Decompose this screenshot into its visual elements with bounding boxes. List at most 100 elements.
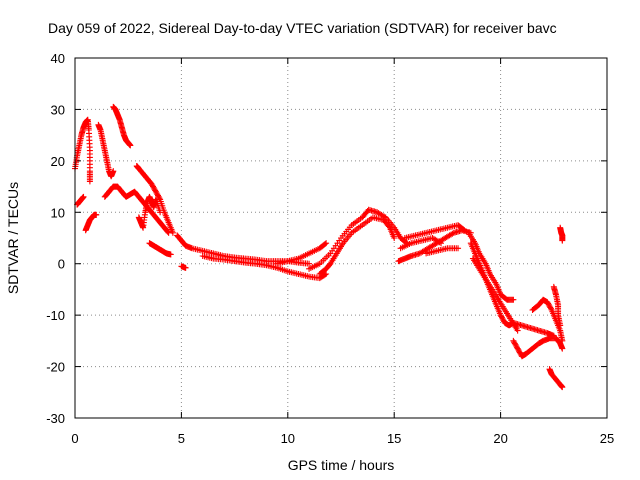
data-points — [72, 103, 566, 391]
x-axis-title: GPS time / hours — [288, 457, 395, 473]
data-point-plus — [157, 209, 164, 216]
data-point-plus — [455, 245, 462, 252]
data-series-track-24 — [529, 296, 566, 344]
data-point-plus — [559, 337, 566, 344]
data-series-track-1 — [72, 116, 93, 185]
data-point-plus — [153, 190, 160, 196]
y-tick-label: -10 — [46, 308, 65, 323]
y-tick-label: 40 — [51, 51, 65, 66]
data-series-track-9 — [146, 240, 174, 258]
data-point-plus — [306, 260, 313, 267]
data-point-plus — [323, 240, 330, 247]
data-point-plus — [545, 301, 552, 308]
data-point-plus — [512, 341, 519, 348]
data-point-plus — [511, 340, 518, 347]
data-point-plus — [557, 322, 564, 329]
data-point-plus — [322, 241, 329, 247]
data-series-track-8 — [135, 193, 164, 231]
data-point-plus — [149, 182, 156, 189]
data-point-plus — [559, 345, 566, 352]
data-point-plus — [110, 168, 117, 175]
data-series-track-13 — [274, 240, 330, 267]
data-point-plus — [514, 327, 521, 334]
data-series-track-19 — [423, 245, 462, 257]
y-tick-label: -30 — [46, 411, 65, 426]
data-point-plus — [127, 142, 134, 149]
data-point-plus — [86, 178, 93, 185]
data-series-track-12 — [199, 253, 330, 282]
data-point-plus — [510, 337, 517, 344]
x-tick-label: 20 — [493, 431, 507, 446]
y-axis-title: SDTVAR / TECUs — [5, 182, 21, 294]
data-series-track-7 — [133, 163, 176, 236]
data-point-plus — [449, 230, 456, 237]
data-series-track-3 — [82, 211, 100, 234]
data-point-plus — [499, 314, 506, 321]
data-point-plus — [559, 384, 566, 391]
data-point-plus — [514, 345, 521, 352]
data-series-track-14 — [316, 214, 398, 277]
plot-frame — [74, 57, 608, 419]
data-point-plus — [80, 193, 87, 200]
data-point-plus — [516, 349, 523, 356]
data-point-plus — [513, 343, 520, 349]
y-tick-label: 30 — [51, 102, 65, 117]
data-point-plus — [497, 312, 504, 319]
data-series-track-6 — [110, 103, 134, 149]
data-series-track-23 — [510, 335, 566, 360]
data-series-track-22 — [469, 255, 521, 334]
data-point-plus — [182, 264, 189, 271]
data-point-plus — [511, 339, 518, 346]
data-series-track-27 — [557, 224, 566, 244]
data-series-track-26 — [546, 366, 566, 391]
data-point-plus — [391, 235, 398, 241]
data-point-plus — [93, 211, 100, 218]
data-point-plus — [513, 344, 520, 351]
data-point-plus — [559, 237, 566, 244]
x-tick-label: 15 — [387, 431, 401, 446]
data-point-plus — [499, 316, 506, 322]
data-point-plus — [545, 300, 552, 307]
x-tick-label: 0 — [71, 431, 78, 446]
data-point-plus — [436, 239, 443, 246]
data-point-plus — [164, 229, 171, 235]
data-point-plus — [154, 192, 161, 199]
data-point-plus — [516, 348, 523, 355]
chart-title: Day 059 of 2022, Sidereal Day-to-day VTE… — [48, 20, 557, 36]
data-point-plus — [515, 346, 522, 353]
data-point-plus — [461, 227, 468, 234]
data-series-track-18 — [397, 235, 445, 252]
data-point-plus — [148, 181, 155, 187]
x-tick-label: 25 — [600, 431, 614, 446]
y-tick-label: -20 — [46, 360, 65, 375]
data-point-plus — [152, 187, 159, 194]
data-point-plus — [510, 296, 517, 303]
data-series-track-21 — [465, 229, 517, 303]
data-point-plus — [381, 213, 388, 220]
x-tick-label: 10 — [281, 431, 295, 446]
data-point-plus — [150, 184, 157, 191]
data-series-track-17 — [401, 222, 468, 241]
data-point-plus — [150, 183, 157, 190]
data-point-plus — [169, 229, 176, 236]
data-series-track-4 — [95, 121, 117, 180]
data-point-plus — [547, 305, 554, 312]
data-point-plus — [460, 226, 467, 233]
data-point-plus — [152, 188, 159, 195]
data-series-track-5 — [101, 183, 172, 236]
data-point-plus — [498, 313, 505, 320]
data-series-track-25 — [550, 283, 564, 329]
data-point-plus — [154, 191, 161, 198]
data-point-plus — [323, 271, 330, 277]
y-tick-label: 20 — [51, 154, 65, 169]
y-tick-label: 10 — [51, 205, 65, 220]
y-tick-label: 0 — [58, 257, 65, 272]
data-point-plus — [544, 299, 551, 306]
data-point-plus — [155, 193, 162, 200]
data-series-track-10 — [174, 232, 313, 267]
data-point-plus — [151, 186, 158, 193]
data-series-track-11 — [178, 263, 189, 271]
data-point-plus — [156, 195, 163, 202]
data-series-track-2 — [74, 193, 87, 208]
